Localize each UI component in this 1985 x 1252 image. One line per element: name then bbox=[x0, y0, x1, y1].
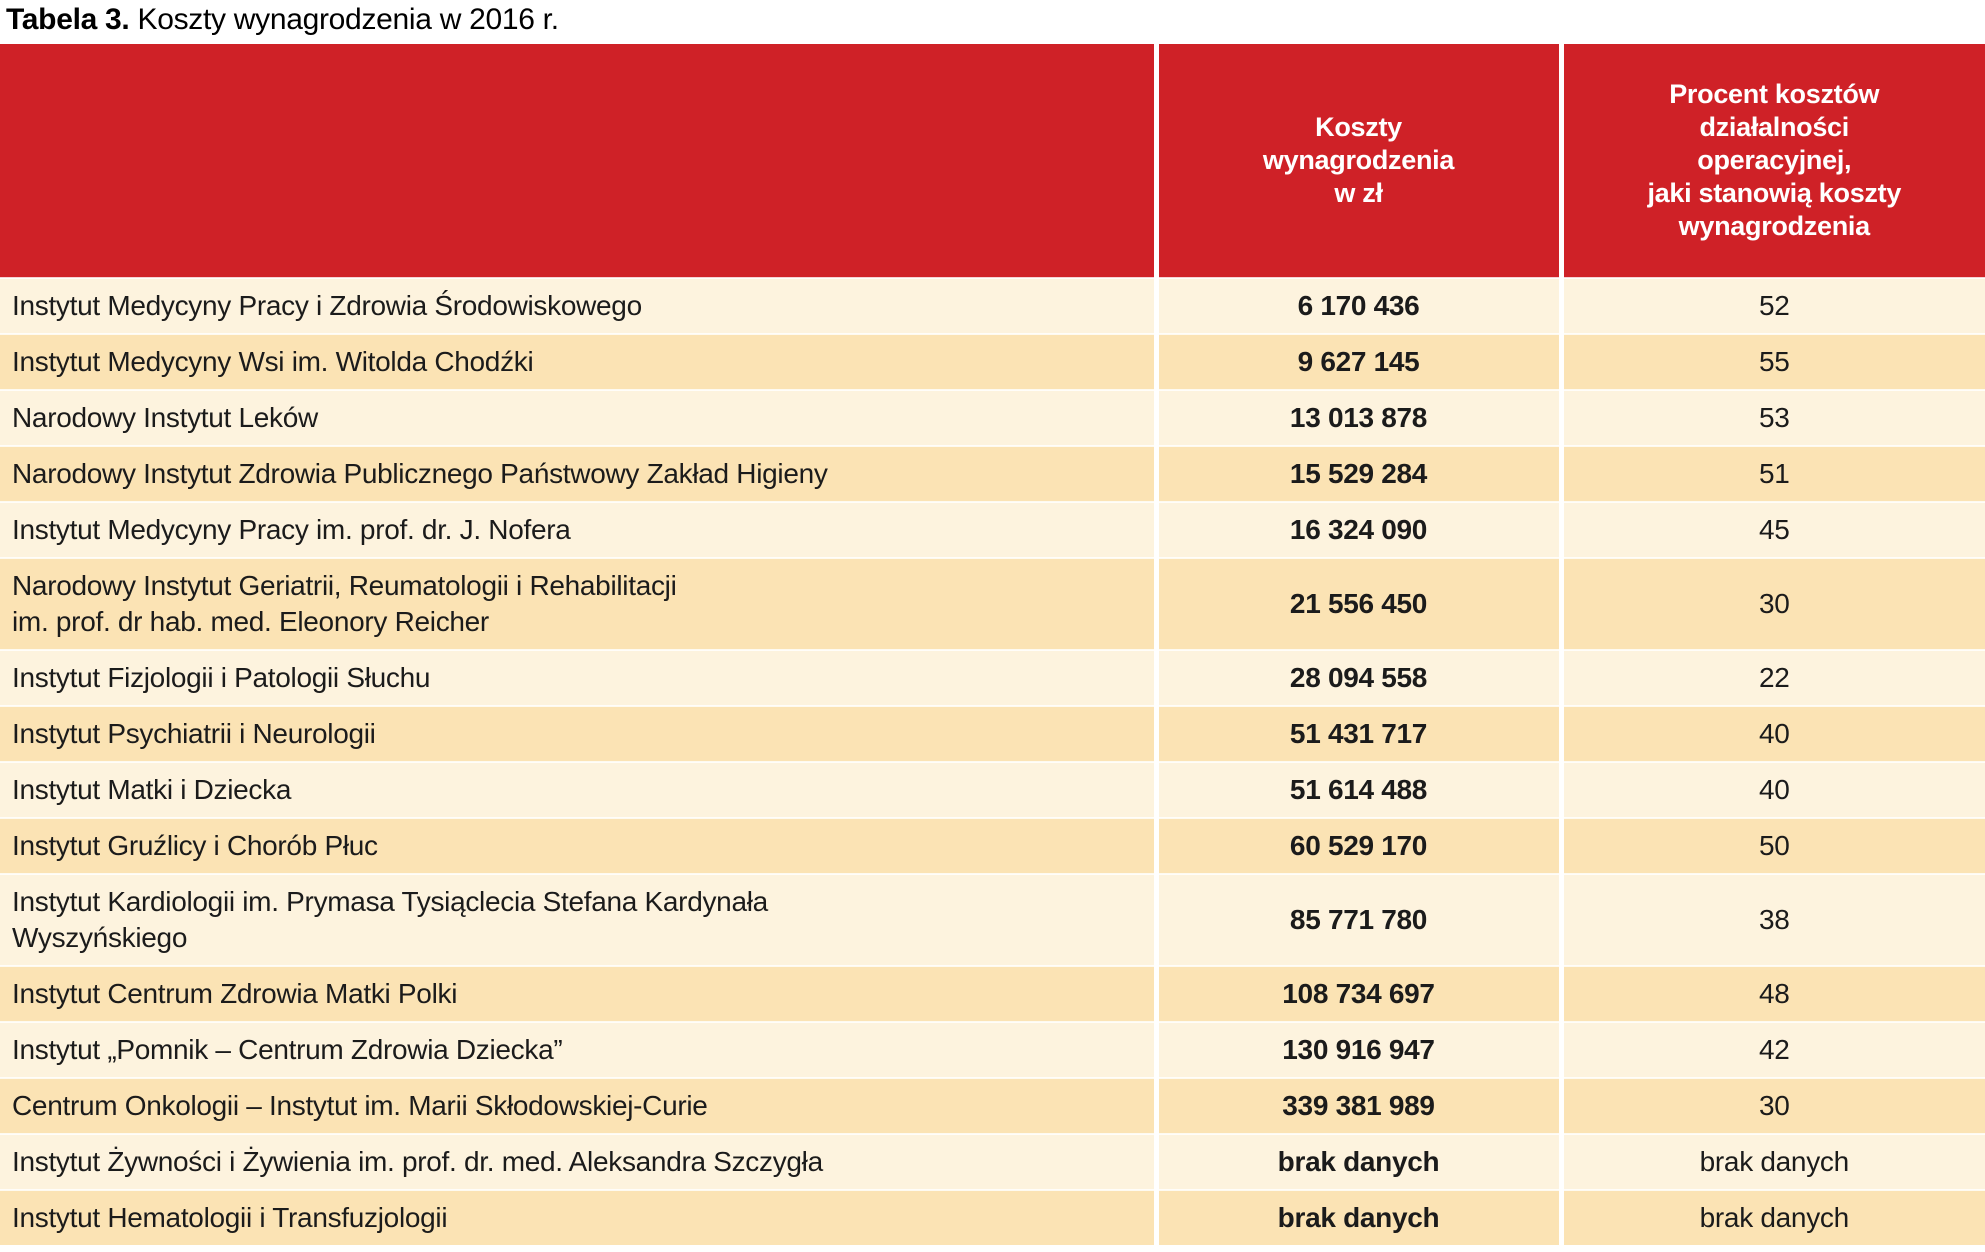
table-row: Narodowy Instytut Leków 13 013 878 53 bbox=[0, 389, 1985, 446]
institution-name: Instytut Medycyny Wsi im. Witolda Chodźk… bbox=[0, 333, 1156, 390]
percent-value: 50 bbox=[1558, 817, 1985, 874]
percent-value: 42 bbox=[1558, 1021, 1985, 1078]
cost-value: 339 381 989 bbox=[1153, 1077, 1561, 1134]
institution-name: Instytut Hematologii i Transfuzjologii bbox=[0, 1189, 1156, 1248]
table-row: Instytut Żywności i Żywienia im. prof. d… bbox=[0, 1133, 1985, 1190]
cost-value: 108 734 697 bbox=[1153, 965, 1561, 1022]
cost-value: 28 094 558 bbox=[1153, 649, 1561, 706]
table-title-text: Koszty wynagrodzenia w 2016 r. bbox=[129, 3, 560, 36]
percent-value: 38 bbox=[1558, 873, 1985, 966]
salary-costs-table: Koszty wynagrodzenia w zł Procent kosztó… bbox=[0, 44, 1985, 1251]
institution-name: Instytut Matki i Dziecka bbox=[0, 761, 1156, 818]
table-body: Instytut Medycyny Pracy i Zdrowia Środow… bbox=[0, 277, 1985, 1248]
cost-value: 21 556 450 bbox=[1153, 557, 1561, 650]
table-row: Narodowy Instytut Geriatrii, Reumatologi… bbox=[0, 557, 1985, 650]
percent-value: 53 bbox=[1558, 389, 1985, 446]
percent-value: brak danych bbox=[1558, 1133, 1985, 1190]
cost-value: brak danych bbox=[1153, 1133, 1561, 1190]
institution-name: Instytut Fizjologii i Patologii Słuchu bbox=[0, 649, 1156, 706]
table-row: Instytut Gruźlicy i Chorób Płuc 60 529 17… bbox=[0, 817, 1985, 874]
cost-value: 6 170 436 bbox=[1153, 277, 1561, 334]
cost-value: 16 324 090 bbox=[1153, 501, 1561, 558]
table-row: Instytut „Pomnik – Centrum Zdrowia Dziec… bbox=[0, 1021, 1985, 1078]
table-row: Centrum Onkologii – Instytut im. Marii S… bbox=[0, 1077, 1985, 1134]
institution-name: Centrum Onkologii – Instytut im. Marii S… bbox=[0, 1077, 1156, 1134]
percent-value: brak danych bbox=[1558, 1189, 1985, 1248]
cost-value: 60 529 170 bbox=[1153, 817, 1561, 874]
header-institution bbox=[0, 44, 1156, 278]
percent-value: 30 bbox=[1558, 557, 1985, 650]
percent-value: 51 bbox=[1558, 445, 1985, 502]
institution-name: Instytut Medycyny Pracy im. prof. dr. J.… bbox=[0, 501, 1156, 558]
cost-value: 51 614 488 bbox=[1153, 761, 1561, 818]
institution-name: Narodowy Instytut Leków bbox=[0, 389, 1156, 446]
percent-value: 52 bbox=[1558, 277, 1985, 334]
cost-value: 51 431 717 bbox=[1153, 705, 1561, 762]
table-row: Instytut Medycyny Pracy i Zdrowia Środow… bbox=[0, 277, 1985, 334]
institution-name: Instytut Medycyny Pracy i Zdrowia Środow… bbox=[0, 277, 1156, 334]
table-row: Narodowy Instytut Zdrowia Publicznego Pa… bbox=[0, 445, 1985, 502]
header-row: Koszty wynagrodzenia w zł Procent kosztó… bbox=[0, 44, 1985, 278]
institution-name: Instytut Centrum Zdrowia Matki Polki bbox=[0, 965, 1156, 1022]
table-row: Instytut Psychiatrii i Neurologii 51 431 … bbox=[0, 705, 1985, 762]
table-row: Instytut Kardiologii im. Prymasa Tysiącl… bbox=[0, 873, 1985, 966]
institution-name: Narodowy Instytut Geriatrii, Reumatologi… bbox=[0, 557, 1156, 650]
institution-name: Instytut „Pomnik – Centrum Zdrowia Dziec… bbox=[0, 1021, 1156, 1078]
cost-value: 13 013 878 bbox=[1153, 389, 1561, 446]
cost-value: 15 529 284 bbox=[1153, 445, 1561, 502]
header-cost: Koszty wynagrodzenia w zł bbox=[1153, 44, 1561, 278]
table-row: Instytut Medycyny Pracy im. prof. dr. J.… bbox=[0, 501, 1985, 558]
cost-value: 9 627 145 bbox=[1153, 333, 1561, 390]
institution-name: Instytut Kardiologii im. Prymasa Tysiącl… bbox=[0, 873, 1156, 966]
percent-value: 55 bbox=[1558, 333, 1985, 390]
table-row: Instytut Fizjologii i Patologii Słuchu 28… bbox=[0, 649, 1985, 706]
table-header: Koszty wynagrodzenia w zł Procent kosztó… bbox=[0, 44, 1985, 278]
header-percent: Procent kosztów działalności operacyjnej… bbox=[1558, 44, 1985, 278]
table-row: Instytut Matki i Dziecka 51 614 488 40 bbox=[0, 761, 1985, 818]
page-title: Tabela 3. Koszty wynagrodzenia w 2016 r. bbox=[0, 0, 1985, 44]
institution-name: Instytut Psychiatrii i Neurologii bbox=[0, 705, 1156, 762]
percent-value: 40 bbox=[1558, 761, 1985, 818]
cost-value: 85 771 780 bbox=[1153, 873, 1561, 966]
institution-name: Instytut Żywności i Żywienia im. prof. d… bbox=[0, 1133, 1156, 1190]
percent-value: 48 bbox=[1558, 965, 1985, 1022]
percent-value: 45 bbox=[1558, 501, 1985, 558]
institution-name: Instytut Gruźlicy i Chorób Płuc bbox=[0, 817, 1156, 874]
table-row: Instytut Medycyny Wsi im. Witolda Chodźk… bbox=[0, 333, 1985, 390]
institution-name: Narodowy Instytut Zdrowia Publicznego Pa… bbox=[0, 445, 1156, 502]
percent-value: 40 bbox=[1558, 705, 1985, 762]
percent-value: 22 bbox=[1558, 649, 1985, 706]
table-number-label: Tabela 3. bbox=[6, 3, 130, 36]
table-row: Instytut Hematologii i Transfuzjologii br… bbox=[0, 1189, 1985, 1248]
table-row: Instytut Centrum Zdrowia Matki Polki 108 … bbox=[0, 965, 1985, 1022]
cost-value: brak danych bbox=[1153, 1189, 1561, 1248]
percent-value: 30 bbox=[1558, 1077, 1985, 1134]
cost-value: 130 916 947 bbox=[1153, 1021, 1561, 1078]
